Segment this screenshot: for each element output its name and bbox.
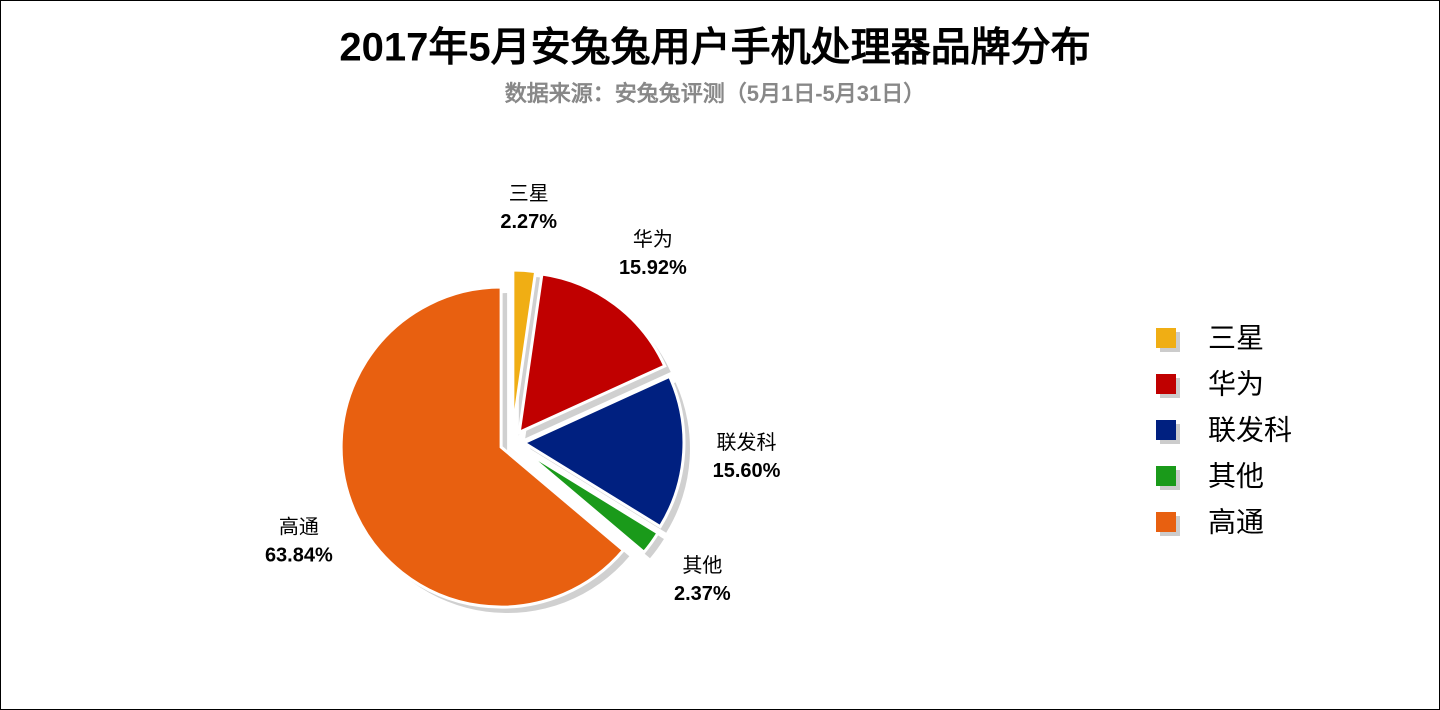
slice-label: 华为	[633, 228, 673, 251]
slice-value: 15.60%	[713, 460, 781, 482]
legend-label: 联发科	[1208, 414, 1292, 445]
legend-swatch	[1156, 420, 1176, 440]
legend-swatch	[1156, 374, 1176, 394]
legend-label: 三星	[1208, 322, 1264, 353]
slice-label: 其他	[682, 554, 722, 577]
chart-title: 2017年5月安兔兔用户手机处理器品牌分布	[339, 26, 1090, 70]
slice	[520, 447, 660, 555]
slice-value: 15.92%	[619, 257, 687, 279]
slice	[339, 285, 626, 609]
legend-swatch	[1156, 328, 1176, 348]
chart-subtitle: 数据来源：安兔兔评测（5月1日-5月31日）	[505, 81, 926, 106]
legend-swatch	[1156, 466, 1176, 486]
slice-label: 联发科	[717, 431, 777, 454]
legend-swatch	[1156, 512, 1176, 532]
slice-label: 高通	[279, 515, 319, 538]
slice	[517, 272, 667, 435]
slice	[511, 268, 538, 431]
slice	[520, 374, 686, 529]
slice-value: 2.27%	[500, 211, 557, 233]
slice-label: 三星	[509, 183, 549, 205]
legend-label: 华为	[1208, 368, 1264, 399]
legend-label: 其他	[1208, 460, 1264, 491]
legend-label: 高通	[1208, 506, 1264, 537]
slice-value: 63.84%	[265, 544, 333, 566]
slice-value: 2.37%	[674, 583, 731, 605]
